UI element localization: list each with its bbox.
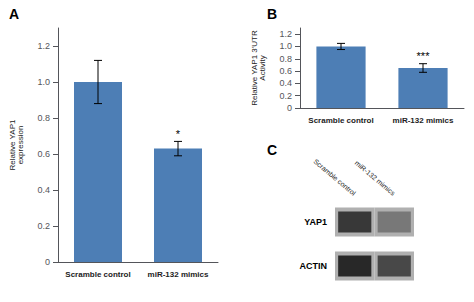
svg-text:1.2: 1.2: [279, 29, 292, 39]
svg-text:YAP1: YAP1: [304, 217, 327, 227]
svg-text:B: B: [267, 6, 277, 22]
svg-text:*: *: [176, 128, 181, 140]
svg-text:0.4: 0.4: [37, 185, 50, 195]
svg-text:1.0: 1.0: [279, 41, 292, 51]
svg-text:0.4: 0.4: [279, 78, 292, 88]
svg-text:miR-132 mimics: miR-132 mimics: [148, 270, 209, 279]
svg-text:Activity: Activity: [258, 55, 267, 80]
svg-text:0.8: 0.8: [37, 113, 50, 123]
svg-text:***: ***: [417, 50, 431, 62]
svg-text:0.6: 0.6: [279, 66, 292, 76]
svg-text:Scramble control: Scramble control: [308, 116, 373, 125]
svg-text:Relative YAP1 3'UTR: Relative YAP1 3'UTR: [249, 30, 259, 106]
svg-text:0.2: 0.2: [37, 221, 50, 231]
svg-text:Relative YAP1: Relative YAP1: [7, 119, 17, 171]
svg-text:miR-132 mimics: miR-132 mimics: [354, 159, 397, 197]
svg-text:0: 0: [45, 257, 50, 267]
svg-text:0: 0: [287, 103, 292, 113]
svg-text:0.8: 0.8: [279, 54, 292, 64]
svg-text:Scramble control: Scramble control: [65, 270, 130, 279]
svg-text:Scramble control: Scramble control: [312, 158, 357, 197]
svg-text:0.2: 0.2: [279, 91, 292, 101]
svg-text:0.6: 0.6: [37, 149, 50, 159]
svg-text:miR-132 mimics: miR-132 mimics: [393, 116, 454, 125]
svg-text:1.0: 1.0: [37, 77, 50, 87]
svg-text:A: A: [9, 6, 19, 22]
svg-text:ACTIN: ACTIN: [300, 261, 328, 271]
svg-text:expression: expression: [16, 126, 25, 165]
svg-text:1.2: 1.2: [37, 41, 50, 51]
svg-text:C: C: [267, 142, 277, 158]
